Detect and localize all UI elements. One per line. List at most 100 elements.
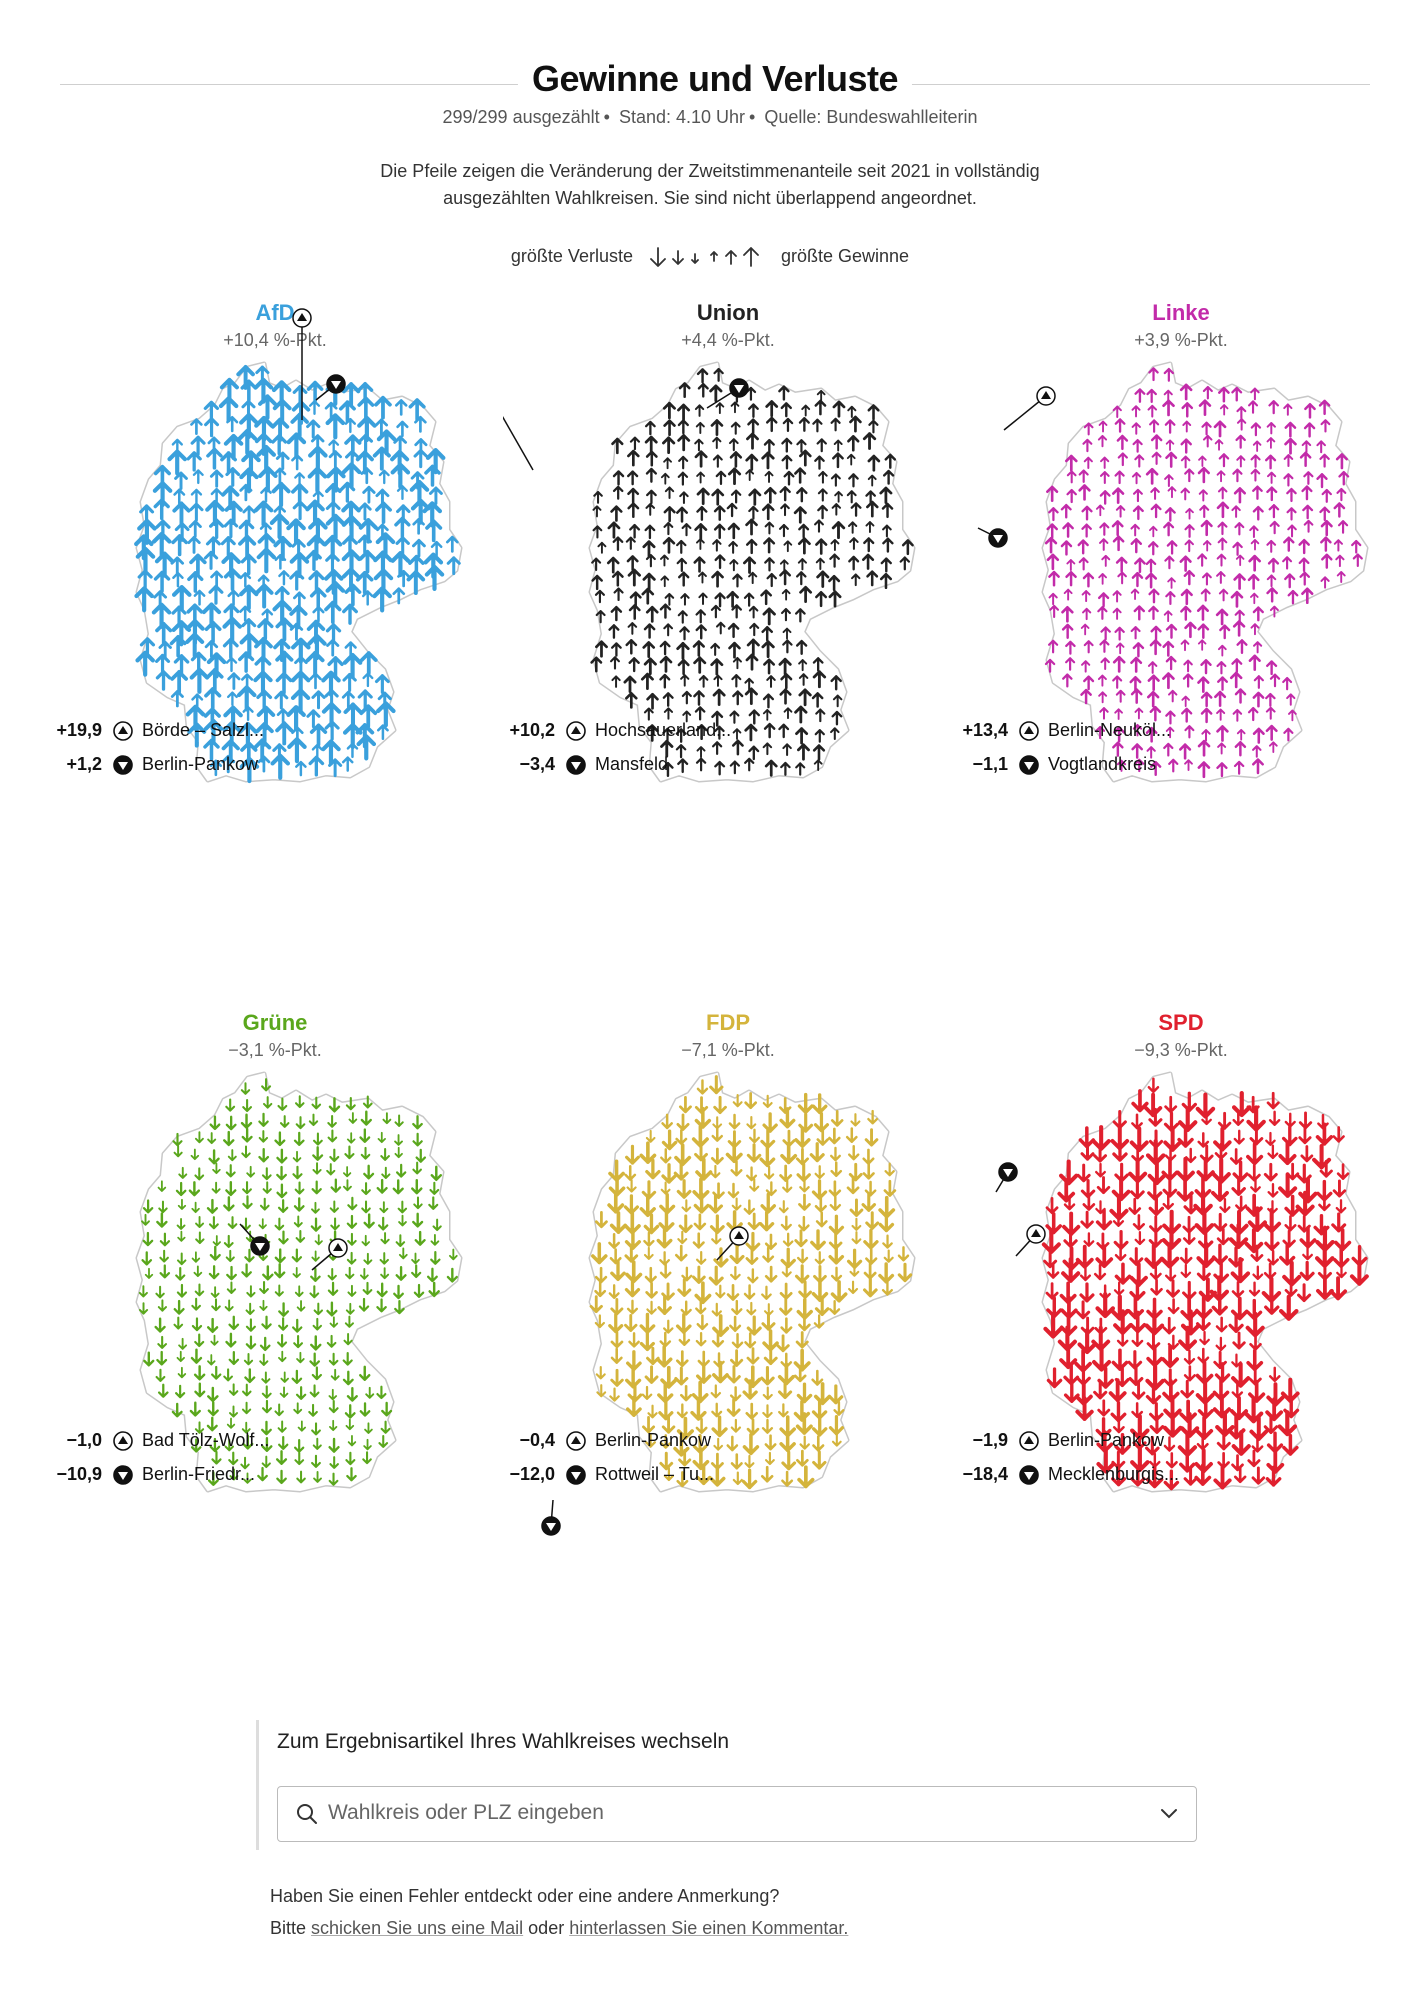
wahlkreis-arrow — [226, 1281, 237, 1294]
wahlkreis-arrow — [1279, 1243, 1296, 1266]
wahlkreis-arrow — [693, 1213, 707, 1231]
wahlkreis-arrow — [833, 439, 843, 452]
wahlkreis-arrow — [810, 1229, 826, 1251]
wahlkreis-arrow — [679, 626, 690, 641]
wahlkreis-arrow — [746, 432, 759, 450]
wahlkreis-arrow — [341, 690, 355, 709]
wahlkreis-arrow — [1116, 1331, 1129, 1347]
wahlkreis-arrow — [1218, 453, 1230, 468]
wahlkreis-arrow — [314, 1234, 323, 1246]
chevron-down-icon[interactable] — [1160, 1808, 1178, 1820]
wahlkreis-arrow — [1278, 1140, 1297, 1166]
wahlkreis-arrow — [1163, 1126, 1182, 1152]
wahlkreis-arrow — [1149, 705, 1162, 722]
wahlkreis-arrow — [641, 1385, 653, 1400]
wahlkreis-arrow — [1180, 455, 1191, 469]
wahlkreis-arrow — [659, 1451, 674, 1471]
wahlkreis-arrow — [816, 389, 826, 402]
wahlkreis-arrow — [414, 1230, 426, 1246]
wahlkreis-arrow — [295, 1095, 305, 1109]
wahlkreis-arrow — [329, 1200, 339, 1213]
wahlkreis-arrow — [677, 433, 691, 452]
wahlkreis-arrow — [1148, 1228, 1164, 1248]
wahlkreis-arrow — [226, 416, 239, 433]
wahlkreis-arrow — [330, 1368, 340, 1381]
wahlkreis-arrow — [143, 1351, 155, 1367]
wahlkreis-arrow — [1215, 608, 1229, 626]
wahlkreis-arrow — [644, 1266, 657, 1284]
wahlkreis-arrow — [245, 1302, 255, 1316]
wahlkreis-arrow — [692, 1232, 705, 1249]
wahlkreis-arrow — [228, 1451, 239, 1466]
wahlkreis-arrow — [157, 1383, 169, 1398]
wahlkreis-arrow — [676, 1350, 689, 1368]
wahlkreis-arrow — [764, 759, 778, 777]
wahlkreis-arrow — [725, 1140, 743, 1164]
wahlkreis-arrow — [209, 1245, 221, 1261]
wahlkreis-arrow — [1231, 658, 1243, 673]
wahlkreis-arrow — [1233, 760, 1245, 775]
wahlkreis-arrow — [747, 1212, 761, 1231]
wahlkreis-arrow — [780, 1247, 796, 1269]
wahlkreis-arrow — [1288, 709, 1297, 722]
wahlkreis-arrow — [241, 1263, 252, 1278]
wahlkreis-arrow — [1228, 1312, 1244, 1333]
comment-link[interactable]: hinterlassen Sie einen Kommentar. — [569, 1918, 849, 1938]
wahlkreis-arrow — [394, 399, 408, 416]
wahlkreis-arrow — [1168, 758, 1179, 773]
wahlkreis-arrow — [380, 1232, 390, 1245]
wahlkreis-arrow — [1232, 1331, 1246, 1350]
wahlkreis-arrow — [595, 640, 608, 658]
wahlkreis-arrow — [746, 1418, 760, 1436]
wahlkreis-arrow — [1200, 707, 1213, 724]
wahlkreis-arrow — [745, 1402, 759, 1420]
wahlkreis-arrow — [610, 1331, 624, 1349]
wahlkreis-arrow — [812, 670, 827, 689]
mail-link[interactable]: schicken Sie uns eine Mail — [311, 1918, 524, 1938]
wahlkreis-arrow — [610, 1260, 626, 1282]
max-triangle — [333, 1243, 343, 1251]
wahlkreis-arrow — [1130, 626, 1141, 640]
wahlkreis-arrow — [153, 498, 170, 521]
wahlkreis-arrow — [188, 519, 202, 538]
wahlkreis-arrow — [190, 1438, 202, 1453]
wahlkreis-arrow — [591, 1242, 608, 1265]
wahlkreis-arrow — [799, 1178, 810, 1193]
wahlkreis-arrow — [794, 1126, 811, 1148]
wahlkreis-arrow — [1149, 525, 1158, 538]
wahlkreis-arrow — [246, 1165, 256, 1178]
wahlkreis-arrow — [1349, 1260, 1369, 1286]
wahlkreis-arrow — [761, 1311, 776, 1331]
wahlkreis-arrow — [141, 1251, 153, 1266]
wahlkreis-arrow — [330, 1178, 342, 1193]
wahlkreis-arrow — [763, 658, 776, 675]
wahlkreis-arrow — [851, 573, 861, 587]
wahlkreis-arrow — [728, 438, 739, 452]
wahlkreis-search-input[interactable]: Wahlkreis oder PLZ eingeben — [277, 1786, 1197, 1842]
wahlkreis-arrow — [1128, 1197, 1142, 1215]
wahlkreis-arrow — [796, 1248, 809, 1264]
wahlkreis-arrow — [741, 1468, 758, 1490]
min-triangle — [255, 1243, 265, 1251]
wahlkreis-arrow — [206, 1317, 219, 1333]
wahlkreis-arrow — [239, 632, 260, 659]
wahlkreis-arrow — [1283, 536, 1295, 552]
wahlkreis-arrow — [731, 739, 744, 756]
wahlkreis-arrow — [831, 503, 842, 516]
wahlkreis-arrow — [1247, 706, 1259, 722]
wahlkreis-arrow — [612, 485, 624, 500]
wahlkreis-arrow — [677, 471, 689, 486]
wahlkreis-arrow — [286, 518, 306, 545]
wahlkreis-arrow — [1216, 708, 1226, 721]
wahlkreis-arrow — [412, 517, 425, 535]
wahlkreis-arrow — [1147, 1160, 1167, 1186]
wahlkreis-arrow — [1063, 1194, 1076, 1211]
min-triangle — [331, 381, 341, 389]
wahlkreis-arrow — [1147, 1077, 1160, 1094]
wahlkreis-arrow — [815, 590, 828, 608]
wahlkreis-arrow — [169, 634, 187, 658]
wahlkreis-arrow — [1282, 1433, 1299, 1456]
wahlkreis-arrow — [176, 1252, 187, 1266]
wahlkreis-arrow — [360, 1146, 371, 1160]
wahlkreis-arrow — [714, 592, 726, 608]
